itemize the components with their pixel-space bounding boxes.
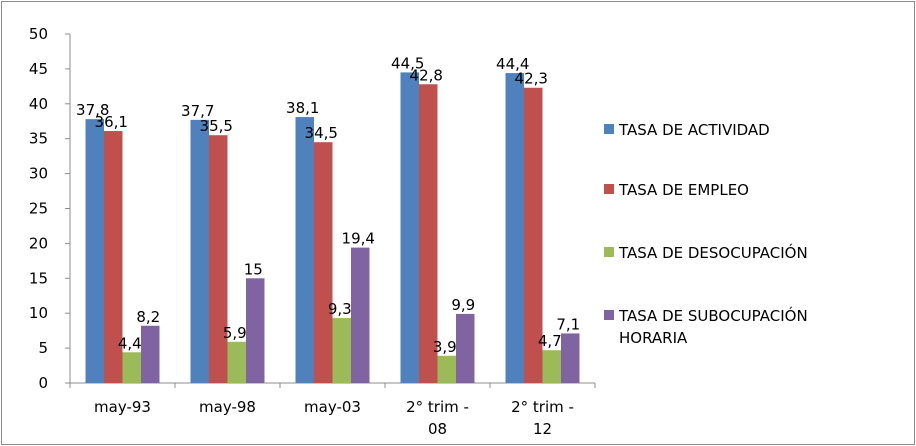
- data-label: 37,8: [76, 101, 109, 119]
- data-label: 42,8: [410, 66, 443, 84]
- data-label: 34,5: [305, 124, 338, 142]
- legend-swatch: [604, 184, 614, 194]
- data-label: 4,7: [538, 332, 562, 350]
- legend-swatch: [604, 247, 614, 257]
- bar: [295, 117, 314, 383]
- y-tick-label: 25: [29, 200, 48, 218]
- data-label: 7,1: [556, 315, 580, 333]
- x-tick-label: 12: [533, 420, 552, 438]
- y-tick-label: 0: [38, 374, 48, 392]
- data-label: 8,2: [136, 308, 160, 326]
- y-tick-label: 35: [29, 130, 48, 148]
- bar: [561, 333, 580, 383]
- data-label: 5,9: [223, 324, 247, 342]
- legend-label: HORARIA: [619, 329, 688, 347]
- data-label: 9,3: [328, 300, 352, 318]
- bar: [190, 119, 209, 383]
- legend-swatch: [604, 124, 614, 134]
- data-label: 9,9: [451, 296, 475, 314]
- y-tick-label: 15: [29, 269, 48, 287]
- data-label: 42,3: [515, 70, 548, 88]
- bar: [141, 325, 160, 383]
- legend-label: TASA DE DESOCUPACIÓN: [618, 243, 808, 262]
- bar: [122, 352, 141, 383]
- x-tick-label: may-93: [94, 398, 151, 416]
- x-tick-label: 08: [428, 420, 447, 438]
- x-tick-label: may-98: [199, 398, 256, 416]
- bar: [209, 135, 228, 383]
- bar: [104, 131, 123, 383]
- y-tick-label: 30: [29, 165, 48, 183]
- bar: [246, 278, 265, 383]
- data-label: 3,9: [433, 338, 457, 356]
- data-label: 38,1: [286, 99, 319, 117]
- bar: [542, 350, 561, 383]
- x-tick-label: may-03: [304, 398, 361, 416]
- bar: [505, 73, 524, 383]
- bar: [456, 313, 475, 383]
- data-label: 37,7: [181, 102, 214, 120]
- bar: [314, 142, 333, 383]
- y-tick-label: 20: [29, 234, 48, 252]
- y-tick-label: 5: [38, 339, 48, 357]
- data-label: 35,5: [200, 117, 233, 135]
- data-label: 15: [244, 260, 263, 278]
- bar: [351, 247, 370, 383]
- bar: [437, 355, 456, 383]
- legend-label: TASA DE SUBOCUPACIÓN: [618, 306, 808, 325]
- bar: [400, 72, 419, 383]
- data-label: 44,4: [496, 55, 529, 73]
- data-label: 19,4: [342, 230, 375, 248]
- y-tick-label: 45: [29, 60, 48, 78]
- x-tick-label: 2° trim -: [406, 398, 469, 416]
- legend-label: TASA DE EMPLEO: [618, 181, 749, 199]
- bar: [227, 341, 246, 383]
- bar: [332, 318, 351, 383]
- y-tick-label: 50: [29, 25, 48, 43]
- x-tick-label: 2° trim -: [511, 398, 574, 416]
- legend-swatch: [604, 310, 614, 320]
- data-label: 44,5: [391, 54, 424, 72]
- y-tick-label: 40: [29, 95, 48, 113]
- bar: [419, 84, 438, 384]
- legend-label: TASA DE ACTIVIDAD: [618, 121, 770, 139]
- bar: [524, 87, 543, 383]
- data-label: 4,4: [118, 334, 142, 352]
- bar: [85, 119, 104, 383]
- y-tick-label: 10: [29, 304, 48, 322]
- data-label: 36,1: [95, 113, 128, 131]
